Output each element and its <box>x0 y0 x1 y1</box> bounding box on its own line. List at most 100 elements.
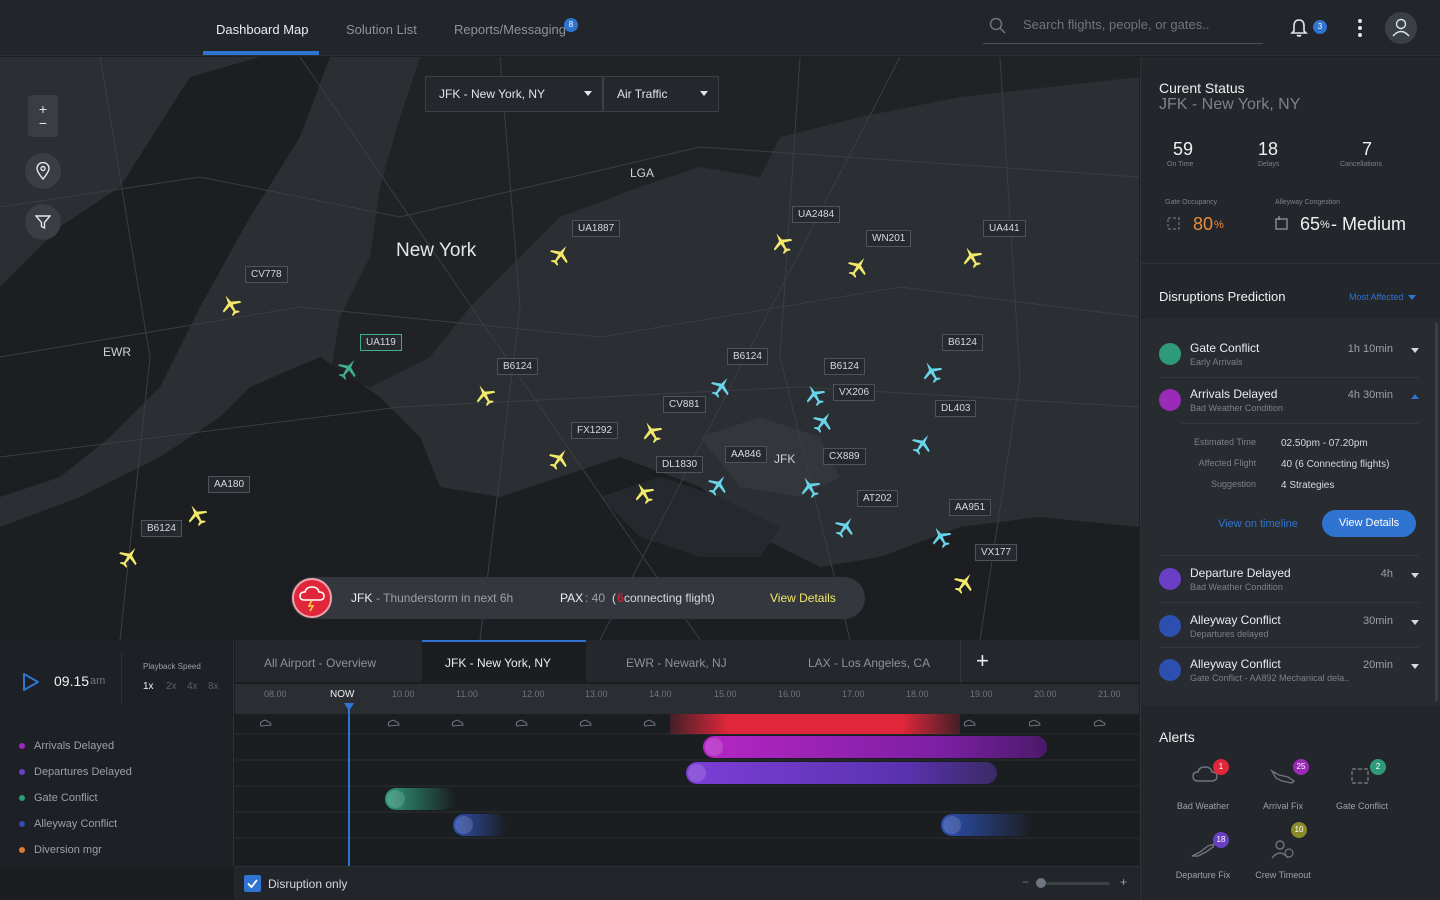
chevron-down-icon[interactable] <box>1411 664 1419 669</box>
avatar[interactable] <box>1385 12 1417 44</box>
chevron-down-icon[interactable] <box>1411 348 1419 353</box>
zoom-in-timeline[interactable]: + <box>1120 875 1128 889</box>
flight-marker[interactable]: VX206 <box>813 384 876 433</box>
now-marker-line[interactable] <box>348 704 350 866</box>
now-marker-handle[interactable] <box>344 703 354 711</box>
flight-marker[interactable]: B6124 <box>711 348 768 398</box>
flight-label: UA1887 <box>572 220 621 237</box>
speed-4x[interactable]: 4x <box>187 681 198 692</box>
flight-label: VX177 <box>975 544 1018 561</box>
flight-marker[interactable]: AA846 <box>708 446 768 496</box>
timeline-bar-gate-conflict[interactable] <box>385 788 455 810</box>
speed-8x[interactable]: 8x <box>208 681 219 692</box>
flight-marker[interactable]: DL1830 <box>635 456 704 505</box>
flight-marker[interactable]: WN201 <box>848 230 912 278</box>
plane-icon <box>222 295 242 317</box>
disruption-time: 30min <box>1363 615 1393 627</box>
divider <box>1181 423 1419 424</box>
search-input[interactable] <box>1023 17 1253 32</box>
zoom-in-button[interactable]: + <box>38 101 48 117</box>
bell-icon[interactable] <box>1290 18 1308 38</box>
flight-marker[interactable]: B6124 <box>806 358 865 407</box>
tab-solution-list[interactable]: Solution List <box>346 22 417 37</box>
plane-icon <box>835 517 853 538</box>
tl-tab-lax[interactable]: LAX - Los Angeles, CA <box>808 656 931 670</box>
disruption-item-gate-conflict[interactable]: Gate Conflict Early Arrivals 1h 10min <box>1159 341 1429 387</box>
map-view[interactable]: + − JFK - New York, NY Air Traffic New Y… <box>0 57 1139 640</box>
add-tab-button[interactable]: + <box>976 648 989 673</box>
location-button[interactable] <box>25 153 61 189</box>
chevron-up-icon[interactable] <box>1411 394 1419 399</box>
disruption-only-checkbox[interactable] <box>244 875 261 892</box>
flight-marker[interactable]: CX889 <box>801 448 866 499</box>
flight-marker[interactable]: FX1292 <box>549 422 619 470</box>
time-tick-label: 11.00 <box>456 689 478 699</box>
tl-tab-jfk[interactable]: JFK - New York, NY <box>422 640 586 682</box>
flight-marker[interactable]: UA119 <box>338 334 402 380</box>
timeline-bar-alleyway-conflict-1[interactable] <box>453 814 507 836</box>
plane-icon <box>119 547 137 568</box>
disruption-item-departure-delayed[interactable]: Departure Delayed Bad Weather Condition … <box>1159 566 1429 612</box>
flight-label: CV881 <box>663 396 706 413</box>
flight-marker[interactable]: VX177 <box>954 544 1018 594</box>
flight-marker[interactable]: AA180 <box>188 476 251 527</box>
flight-marker[interactable]: B6124 <box>119 520 182 568</box>
view-details-button[interactable]: View Details <box>1322 510 1416 537</box>
view-on-timeline-link[interactable]: View on timeline <box>1218 518 1298 530</box>
timeline-bar-departures-delayed[interactable] <box>686 762 997 784</box>
flight-label: B6124 <box>141 520 182 537</box>
divider <box>1159 647 1419 648</box>
flight-marker[interactable]: UA2484 <box>773 206 841 255</box>
cloud-icon <box>1192 766 1218 782</box>
flight-marker[interactable]: AA951 <box>932 499 992 549</box>
tab-dashboard-map[interactable]: Dashboard Map <box>216 22 309 37</box>
layer-dropdown[interactable]: Air Traffic <box>603 76 719 112</box>
flight-marker[interactable]: CV778 <box>222 266 288 317</box>
gate-occupancy-unit: % <box>1214 219 1224 231</box>
zoom-out-timeline[interactable]: − <box>1022 875 1030 889</box>
alert-airport: JFK <box>351 591 373 605</box>
affected-flight-value: 40 (6 Connecting flights) <box>1281 459 1390 470</box>
flight-marker[interactable]: AT202 <box>835 490 898 538</box>
flight-label: UA2484 <box>792 206 841 223</box>
disruption-item-alleyway-conflict-1[interactable]: Alleyway Conflict Departures delayed 30m… <box>1159 613 1429 659</box>
disruption-subtitle: Early Arrivals <box>1190 357 1243 367</box>
status-panel: Curent Status JFK - New York, NY 59 On T… <box>1140 57 1440 900</box>
time-tick-label: 10.00 <box>392 689 415 699</box>
place-label-ewr: EWR <box>103 345 131 359</box>
speed-2x[interactable]: 2x <box>166 681 177 692</box>
timeline-bar-arrivals-delayed[interactable] <box>703 736 1047 758</box>
timeline-bar-alleyway-conflict-2[interactable] <box>941 814 1033 836</box>
chevron-down-icon <box>584 91 592 96</box>
flight-marker[interactable]: DL403 <box>912 400 977 455</box>
flight-marker[interactable]: CV881 <box>643 396 706 444</box>
chevron-down-icon[interactable] <box>1411 620 1419 625</box>
disruption-item-alleyway-conflict-2[interactable]: Alleyway Conflict Gate Conflict - AA892 … <box>1159 657 1429 703</box>
flight-marker[interactable]: UA1887 <box>550 220 621 266</box>
alert-view-details-link[interactable]: View Details <box>770 591 836 605</box>
scrollbar[interactable] <box>1435 323 1438 701</box>
tl-tab-all-airport[interactable]: All Airport - Overview <box>264 656 377 670</box>
airport-dropdown-value: JFK - New York, NY <box>439 87 546 101</box>
chevron-down-icon[interactable] <box>1411 573 1419 578</box>
more-vertical-icon[interactable] <box>1356 18 1364 38</box>
timeline-zoom-slider[interactable] <box>1036 882 1110 885</box>
alleyway-icon <box>1275 216 1288 230</box>
flight-marker[interactable]: B6124 <box>476 358 538 407</box>
tl-tab-ewr[interactable]: EWR - Newark, NJ <box>626 656 727 670</box>
flight-label: B6124 <box>942 334 983 351</box>
disruption-item-arrivals-delayed[interactable]: Arrivals Delayed Bad Weather Condition 4… <box>1159 387 1429 433</box>
zoom-out-button[interactable]: − <box>38 115 48 131</box>
timeline-zoom-thumb[interactable] <box>1036 878 1046 888</box>
play-icon[interactable] <box>22 672 40 692</box>
time-tick-label: 16.00 <box>778 689 801 699</box>
flight-marker[interactable]: UA441 <box>963 220 1026 269</box>
speed-1x[interactable]: 1x <box>143 681 154 692</box>
filter-button[interactable] <box>25 204 61 240</box>
weather-band <box>670 714 960 734</box>
airport-dropdown[interactable]: JFK - New York, NY <box>425 76 603 112</box>
tab-reports-messaging[interactable]: Reports/Messaging <box>454 22 566 37</box>
flight-marker[interactable]: B6124 <box>923 334 983 384</box>
disruptions-filter-dropdown[interactable]: Most Affected <box>1349 292 1417 302</box>
divider <box>1159 377 1419 378</box>
